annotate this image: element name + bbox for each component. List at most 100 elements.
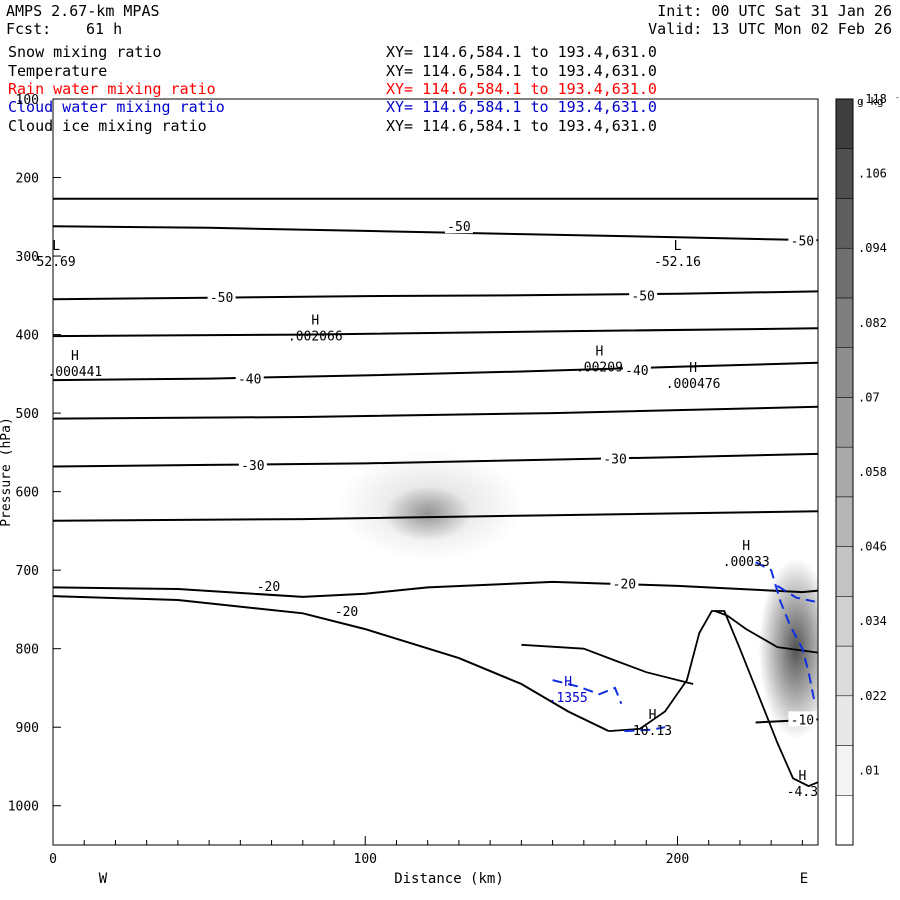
label-mask-8 — [254, 577, 283, 593]
y-tick-label-7: 800 — [16, 643, 39, 658]
label-mask-4 — [235, 370, 264, 386]
field-name-snow: Snow mixing ratio — [8, 43, 162, 61]
extremum-value-6: .00033 — [723, 555, 770, 570]
y-tick-label-6: 700 — [16, 564, 39, 579]
extremum-type-1: L — [674, 239, 682, 254]
extremum-type-4: H — [596, 344, 604, 359]
isotherm-label-11: -10 — [791, 713, 814, 728]
extremum-value-8: 10.13 — [633, 724, 672, 739]
terrain-contour-0 — [521, 643, 694, 685]
isotherm-label-8: -20 — [257, 580, 280, 595]
extremum-value-7: .1355 — [549, 691, 588, 706]
cloud-water-contour-2 — [776, 585, 816, 603]
label-mask-0 — [444, 218, 473, 234]
colorbar: .01 .022 .034 .046 .058 .07 .082 .094 .106 .118g … — [835, 92, 900, 846]
colorbar-label-9: .118 — [858, 92, 887, 106]
extremum-type-5: H — [689, 361, 697, 376]
x-tick-label-1: 100 — [354, 852, 377, 867]
colorbar-bin-12 — [835, 198, 854, 249]
extremum-type-6: H — [742, 539, 750, 554]
colorbar-bin-14 — [835, 98, 854, 149]
y-tick-label-3: 400 — [16, 329, 39, 344]
plot-frame — [52, 98, 819, 846]
y-axis-label: Pressure (hPa) — [0, 417, 14, 527]
x-axis-label: Distance (km) — [394, 871, 504, 887]
label-mask-6 — [238, 456, 267, 472]
label-mask-2 — [207, 288, 236, 304]
field-xy-cloud-ice: XY= 114.6,584.1 to 193.4,631.0 — [386, 117, 657, 135]
colorbar-bin-2 — [835, 695, 854, 746]
colorbar-label-4: .058 — [858, 465, 887, 479]
extremum-type-2: H — [311, 314, 319, 329]
isotherm-label-10: -20 — [335, 605, 358, 620]
colorbar-bin-4 — [835, 596, 854, 647]
colorbar-bin-11 — [835, 247, 854, 299]
cloud-water-contour-0 — [552, 679, 623, 705]
axes-layer: 100 200 300 400 500 600 700 800 900 1000 0 100 200 — [8, 93, 803, 867]
isotherm-label-4: -40 — [238, 373, 261, 388]
isotherm-label-3: -50 — [631, 289, 654, 304]
shaded-region-1 — [383, 486, 472, 542]
model-title: AMPS 2.67-km MPAS — [6, 2, 160, 20]
isotherm-0 — [53, 225, 818, 242]
field-xy-snow: XY= 114.6,584.1 to 193.4,631.0 — [386, 43, 657, 61]
colorbar-bin-1 — [835, 745, 854, 796]
colorbar-bin-3 — [835, 645, 854, 697]
isotherm-label-5: -40 — [625, 364, 648, 379]
colorbar-bin-6 — [835, 496, 854, 547]
extremum-value-5: .000476 — [666, 377, 721, 392]
colorbar-bin-0 — [835, 795, 854, 846]
colorbar-label-6: .082 — [858, 316, 887, 330]
isotherm-label-7: -30 — [603, 453, 626, 468]
y-tick-label-9: 1000 — [8, 800, 39, 815]
extremum-value-0: 52.69 — [37, 255, 76, 270]
isotherm-3 — [53, 452, 818, 468]
terrain-contour-1 — [608, 610, 818, 788]
colorbar-bin-10 — [835, 297, 854, 348]
extremum-value-1: -52.16 — [654, 255, 701, 270]
contour-lines-layer — [53, 197, 818, 788]
field-name-cloud-ice: Cloud ice mixing ratio — [8, 117, 207, 135]
label-mask-1 — [788, 232, 817, 248]
field-name-rain: Rain water mixing ratio — [8, 80, 216, 98]
isotherm-5 — [53, 595, 610, 733]
isotherm-label-6: -30 — [241, 459, 264, 474]
y-tick-label-5: 600 — [16, 486, 39, 501]
terrain-contour-2 — [714, 610, 818, 654]
isotherm-label-1: -50 — [791, 234, 814, 249]
contour-line-1 — [53, 327, 818, 338]
extremum-value-9: -4.3 — [787, 785, 818, 800]
isotherm-1 — [53, 290, 818, 301]
y-tick-label-8: 900 — [16, 721, 39, 736]
field-name-temperature: Temperature — [8, 62, 108, 80]
colorbar-label-0: .01 — [858, 763, 880, 777]
colorbar-label-2: .034 — [858, 614, 887, 628]
colorbar-label-5: .07 — [858, 390, 880, 404]
label-mask-9 — [610, 575, 639, 591]
colorbar-units: g kg — [857, 95, 884, 108]
init-time: Init: 00 UTC Sat 31 Jan 26 — [657, 2, 892, 20]
isotherm-4 — [53, 580, 818, 598]
label-mask-5 — [622, 361, 651, 377]
extremum-type-7: H — [564, 675, 572, 690]
cloud-water-contours-layer — [552, 561, 816, 733]
colorbar-bin-8 — [835, 397, 854, 448]
isotherm-2 — [53, 361, 818, 382]
colorbar-label-3: .046 — [858, 540, 887, 554]
y-tick-label-4: 500 — [16, 407, 39, 422]
y-tick-label-1: 200 — [16, 172, 39, 187]
label-mask-7 — [601, 450, 630, 466]
cloud-water-contour-3 — [624, 726, 666, 733]
field-xy-rain: XY= 114.6,584.1 to 193.4,631.0 — [386, 80, 657, 98]
field-xy-cloud-water: XY= 114.6,584.1 to 193.4,631.0 — [386, 98, 657, 116]
extremum-value-4: .00209 — [576, 360, 623, 375]
valid-time: Valid: 13 UTC Mon 02 Feb 26 — [648, 20, 892, 38]
extremum-value-3: .000441 — [47, 365, 102, 380]
y-tick-label-0: 100 — [16, 93, 39, 108]
isotherm-label-2: -50 — [210, 291, 233, 306]
contour-labels-layer: -50-50-50 -50-40-40-30 -30-20 -20-20-10L52.… — [37, 218, 818, 800]
colorbar-bin-13 — [835, 148, 854, 199]
colorbar-units-exponent: -1 — [895, 93, 900, 102]
x-end-label-west: W — [99, 871, 108, 887]
